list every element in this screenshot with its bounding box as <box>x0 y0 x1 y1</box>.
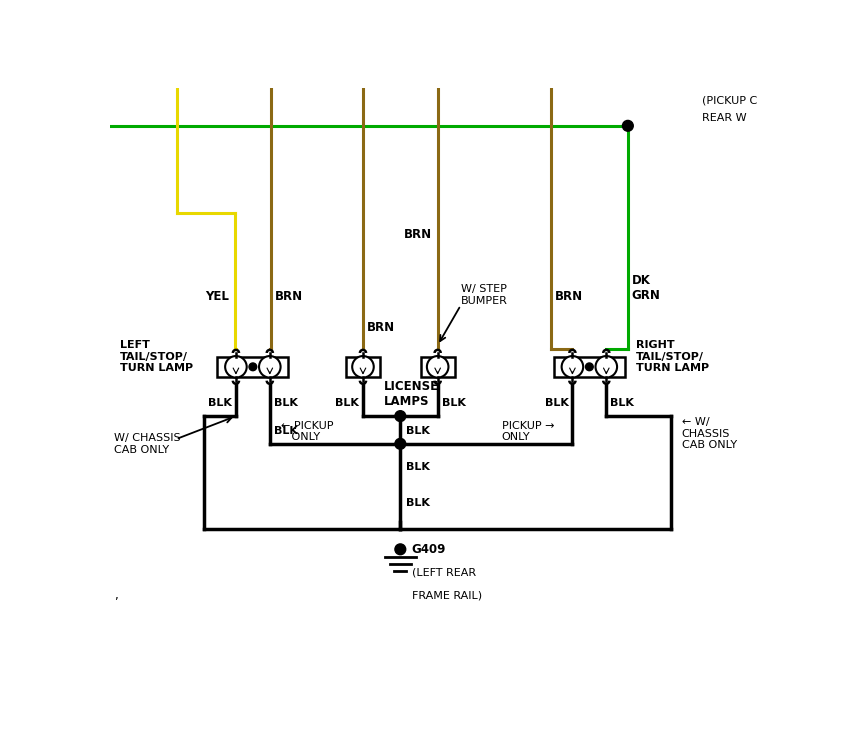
Circle shape <box>259 356 281 377</box>
Text: ,: , <box>114 589 118 602</box>
Text: BRN: BRN <box>275 290 302 303</box>
Circle shape <box>225 356 247 377</box>
Text: BLK: BLK <box>406 462 430 472</box>
Text: BLK: BLK <box>208 398 232 408</box>
Circle shape <box>562 356 583 377</box>
Circle shape <box>395 544 405 555</box>
Text: ← PICKUP
   ONLY: ← PICKUP ONLY <box>281 421 334 443</box>
Text: ← W/
CHASSIS
CAB ONLY: ← W/ CHASSIS CAB ONLY <box>682 417 737 451</box>
Bar <box>346 357 380 377</box>
Text: BRN: BRN <box>404 228 431 241</box>
Text: YEL: YEL <box>205 290 229 303</box>
Bar <box>217 357 288 377</box>
Text: BLK: BLK <box>442 398 465 408</box>
Text: (PICKUP C: (PICKUP C <box>701 95 757 105</box>
Text: DK
GRN: DK GRN <box>631 274 661 302</box>
Circle shape <box>623 120 633 131</box>
Text: W/ CHASSIS
CAB ONLY: W/ CHASSIS CAB ONLY <box>114 433 181 454</box>
Circle shape <box>395 411 405 421</box>
Text: W/ STEP
BUMPER: W/ STEP BUMPER <box>461 284 507 306</box>
Circle shape <box>249 363 256 371</box>
Text: BLK: BLK <box>335 398 359 408</box>
Text: BLK: BLK <box>274 426 298 437</box>
Bar <box>554 357 624 377</box>
Text: BLK: BLK <box>274 398 298 408</box>
Text: LEFT
TAIL/STOP/
TURN LAMP: LEFT TAIL/STOP/ TURN LAMP <box>120 341 193 374</box>
Bar <box>421 357 455 377</box>
Text: BLK: BLK <box>611 398 634 408</box>
Text: BLK: BLK <box>545 398 569 408</box>
Text: LICENSE
LAMPS: LICENSE LAMPS <box>384 380 439 408</box>
Text: (LEFT REAR: (LEFT REAR <box>412 567 476 578</box>
Text: BLK: BLK <box>406 426 430 437</box>
Text: PICKUP →
ONLY: PICKUP → ONLY <box>501 421 554 443</box>
Circle shape <box>352 356 374 377</box>
Circle shape <box>427 356 449 377</box>
Text: BLK: BLK <box>406 498 430 508</box>
Text: RIGHT
TAIL/STOP/
TURN LAMP: RIGHT TAIL/STOP/ TURN LAMP <box>636 341 708 374</box>
Circle shape <box>395 438 405 449</box>
Text: G409: G409 <box>412 543 446 556</box>
Text: REAR W: REAR W <box>701 113 746 123</box>
Circle shape <box>585 363 593 371</box>
Text: FRAME RAIL): FRAME RAIL) <box>412 591 482 600</box>
Text: BRN: BRN <box>367 321 395 334</box>
Text: BRN: BRN <box>555 290 583 303</box>
Circle shape <box>596 356 617 377</box>
